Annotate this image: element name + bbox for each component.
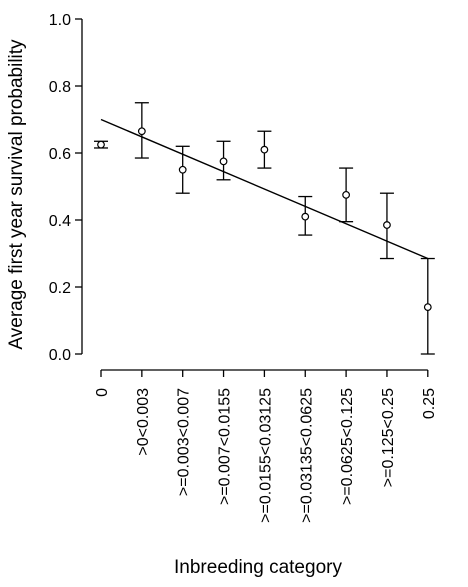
data-point-group (94, 140, 108, 149)
x-tick-label: >=0.003<0.007 (176, 388, 193, 496)
x-tick-label: 0.25 (421, 388, 438, 419)
data-point (137, 127, 146, 136)
data-point (342, 190, 351, 199)
data-point-group (298, 195, 313, 236)
data-point-group (175, 145, 190, 194)
x-tick-label: >0<0.003 (135, 388, 152, 456)
data-point (423, 303, 432, 312)
data-point (260, 145, 269, 154)
y-tick-label: 0.6 (49, 146, 71, 163)
y-axis-title: Average first year survival probability (6, 39, 27, 350)
x-tick-label: >=0.0155<0.03125 (257, 388, 274, 523)
data-point (301, 212, 310, 221)
data-point (178, 165, 187, 174)
x-axis: 0 >0<0.003 >=0.003<0.007 >=0.007<0.0155 >=0.… (94, 369, 438, 523)
data-point (97, 140, 105, 149)
data-point (383, 221, 391, 229)
data-point-group (216, 140, 231, 181)
data-point-group (339, 167, 354, 223)
x-tick-label: >=0.125<0.25 (380, 388, 397, 487)
x-tick-label: >=0.007<0.0155 (217, 388, 234, 505)
x-tick-label: 0 (94, 388, 111, 397)
x-tick-label: >=0.0625<0.125 (339, 388, 356, 505)
data-point (219, 157, 228, 166)
y-tick-label: 0.2 (49, 280, 71, 297)
data-point-group (257, 130, 272, 169)
y-tick-label: 0.0 (49, 347, 71, 364)
y-tick-label: 0.4 (49, 213, 71, 230)
trend-line (100, 118, 429, 260)
y-tick-label: 0.8 (49, 79, 71, 96)
y-axis: 0.0 0.2 0.4 0.6 0.8 1.0 (49, 12, 83, 364)
data-point-group (420, 257, 435, 355)
data-point-group (134, 102, 149, 159)
data-points (94, 102, 435, 355)
y-tick-label: 1.0 (49, 12, 71, 29)
x-axis-title: Inbreeding category (174, 557, 342, 578)
x-tick-label: >=0.03135<0.0625 (298, 388, 315, 523)
data-point-group (379, 192, 394, 260)
